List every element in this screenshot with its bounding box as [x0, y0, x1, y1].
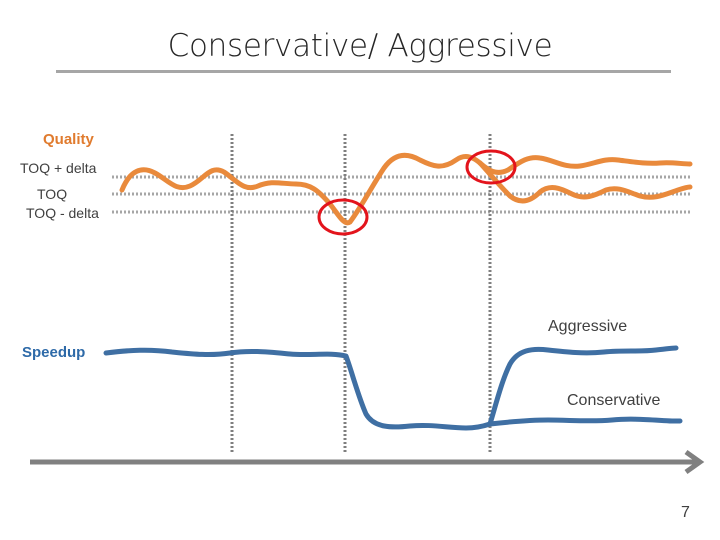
- violation-circle-low: [317, 198, 369, 236]
- title-underline: [56, 70, 671, 73]
- toq-label: TOQ: [37, 186, 68, 202]
- slide-title: Conservative/ Aggressive: [167, 28, 553, 64]
- speedup-conservative-branch: [487, 416, 683, 427]
- quality-conservative-branch: [477, 160, 693, 204]
- quality-aggressive-branch: [477, 155, 693, 175]
- quality-curve: [119, 152, 483, 226]
- page-number: 7: [681, 504, 690, 521]
- conservative-label: Conservative: [567, 392, 661, 409]
- speedup-aggressive-branch: [487, 345, 679, 427]
- speedup-curve: [103, 347, 493, 431]
- speedup-label: Speedup: [22, 344, 86, 361]
- aggressive-label: Aggressive: [548, 318, 628, 335]
- violation-circle-high: [465, 149, 517, 185]
- quality-label: Quality: [43, 131, 94, 148]
- toq-minus-delta-label: TOQ - delta: [26, 205, 99, 221]
- toq-plus-delta-label: TOQ + delta: [20, 160, 97, 176]
- time-axis-arrowhead: [684, 449, 705, 475]
